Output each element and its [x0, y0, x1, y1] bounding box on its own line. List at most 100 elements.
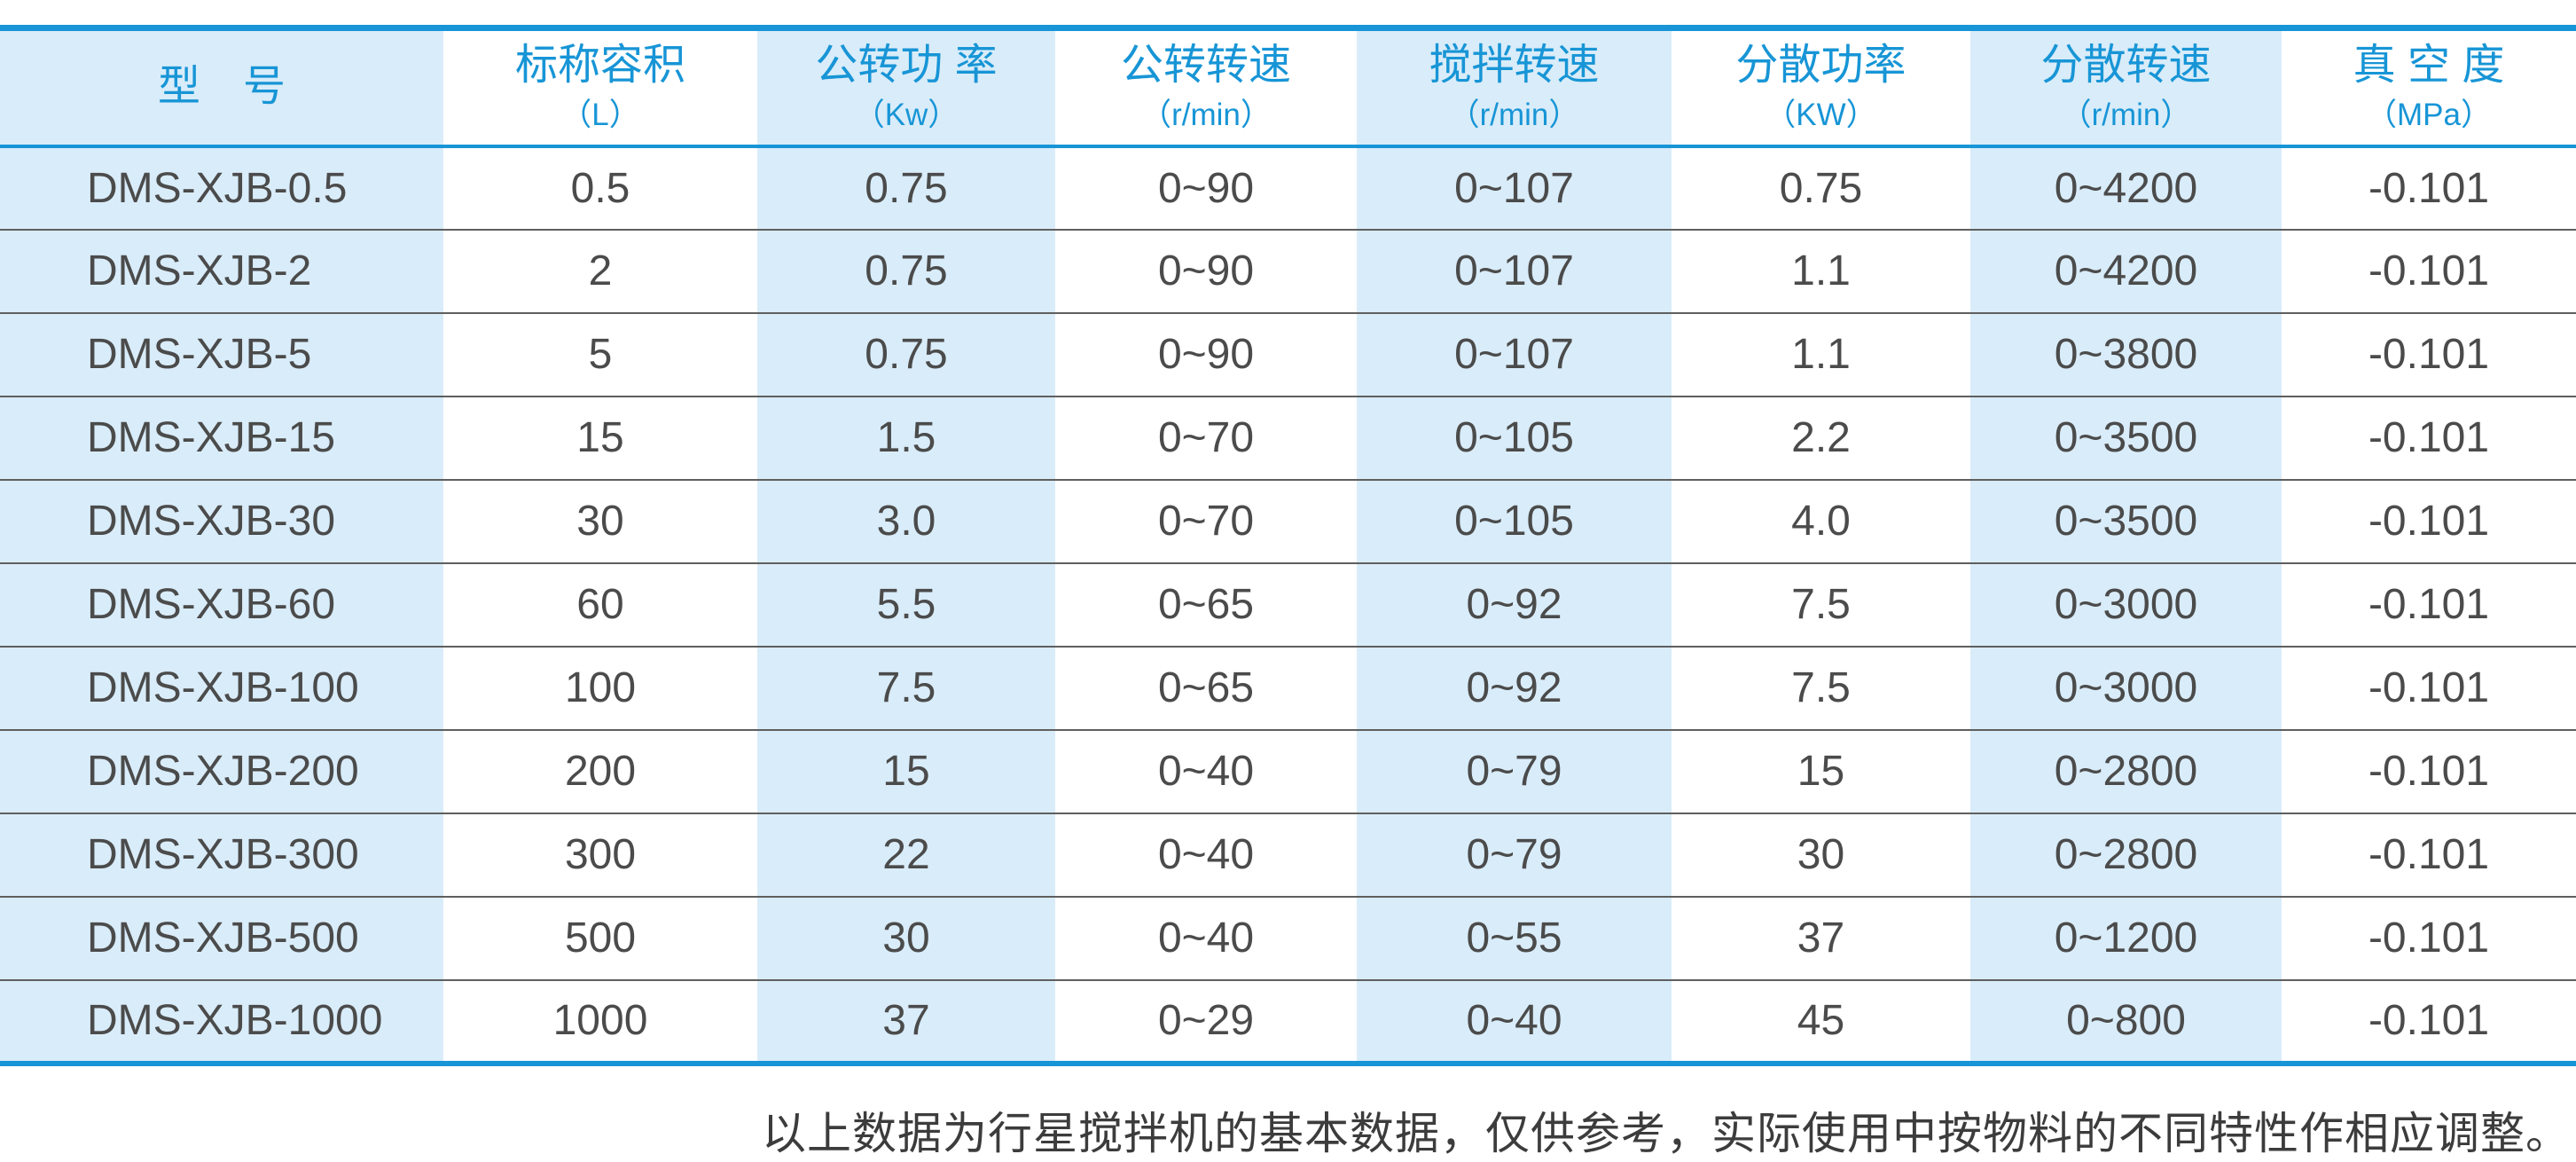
- table-cell: -0.101: [2282, 228, 2576, 313]
- table-cell: 22: [757, 812, 1055, 897]
- model-cell: DMS-XJB-300: [0, 812, 443, 897]
- table-row: DMS-XJB-0.5 0.5 0.75 0~90 0~107 0.75 0~4200 -0.…: [0, 145, 2576, 230]
- table-cell: 0~90: [1055, 311, 1357, 396]
- table-cell: 30: [443, 478, 757, 563]
- table-cell: 0~107: [1357, 311, 1672, 396]
- table-cell: -0.101: [2282, 395, 2576, 480]
- table-cell: 37: [1672, 895, 1970, 980]
- table-row: DMS-XJB-100 100 7.5 0~65 0~92 7.5 0~3000 -0.101: [0, 645, 2576, 730]
- table-row: DMS-XJB-5 5 0.75 0~90 0~107 1.1 0~3800 -0.101: [0, 311, 2576, 396]
- column-header-unit: （r/min）: [2060, 97, 2192, 132]
- table-cell: 0~92: [1357, 645, 1672, 730]
- table-cell: 0~3500: [1970, 478, 2282, 563]
- table-cell: 0~70: [1055, 395, 1357, 480]
- table-cell: 500: [443, 895, 757, 980]
- column-header-unit: （MPa）: [2366, 97, 2492, 132]
- model-cell: DMS-XJB-60: [0, 561, 443, 647]
- column-header: 公转功 率 （Kw）: [757, 27, 1055, 148]
- model-cell: DMS-XJB-30: [0, 478, 443, 563]
- table-cell: 0~40: [1055, 812, 1357, 897]
- column-header-unit: （r/min）: [1140, 97, 1272, 132]
- table-cell: 0~107: [1357, 145, 1672, 230]
- column-header: 公转转速 （r/min）: [1055, 27, 1357, 148]
- table-cell: -0.101: [2282, 812, 2576, 897]
- spec-table-body: DMS-XJB-0.5 0.5 0.75 0~90 0~107 0.75 0~4200 -0.…: [0, 145, 2576, 1064]
- table-cell: 1000: [443, 978, 757, 1064]
- table-cell: 0~800: [1970, 978, 2282, 1064]
- table-row: DMS-XJB-300 300 22 0~40 0~79 30 0~2800 -0.101: [0, 812, 2576, 897]
- table-cell: 100: [443, 645, 757, 730]
- table-cell: 15: [757, 728, 1055, 813]
- model-cell: DMS-XJB-0.5: [0, 145, 443, 230]
- table-cell: 45: [1672, 978, 1970, 1064]
- column-header-label: 真 空 度: [2353, 42, 2505, 90]
- table-cell: -0.101: [2282, 728, 2576, 813]
- table-cell: 0~105: [1357, 395, 1672, 480]
- table-cell: 0~65: [1055, 561, 1357, 647]
- column-header-unit: （L）: [560, 97, 640, 132]
- table-cell: 0~3000: [1970, 561, 2282, 647]
- model-cell: DMS-XJB-200: [0, 728, 443, 813]
- table-cell: 30: [757, 895, 1055, 980]
- table-cell: 15: [1672, 728, 1970, 813]
- column-header-label: 分散转速: [2040, 42, 2212, 90]
- table-cell: 0.75: [757, 145, 1055, 230]
- column-header: 型 号: [0, 27, 443, 148]
- model-cell: DMS-XJB-2: [0, 228, 443, 313]
- table-cell: 0~92: [1357, 561, 1672, 647]
- table-cell: -0.101: [2282, 478, 2576, 563]
- column-header-unit: （Kw）: [853, 97, 959, 132]
- table-row: DMS-XJB-200 200 15 0~40 0~79 15 0~2800 -0.101: [0, 728, 2576, 813]
- model-cell: DMS-XJB-5: [0, 311, 443, 396]
- table-cell: 5: [443, 311, 757, 396]
- model-cell: DMS-XJB-500: [0, 895, 443, 980]
- column-header-label: 公转转速: [1120, 42, 1291, 90]
- column-header-label: 分散功率: [1735, 42, 1907, 90]
- table-cell: 0~40: [1055, 728, 1357, 813]
- table-cell: 0~2800: [1970, 812, 2282, 897]
- table-cell: 5.5: [757, 561, 1055, 647]
- table-cell: 30: [1672, 812, 1970, 897]
- table-cell: 300: [443, 812, 757, 897]
- column-header-label: 公转功 率: [815, 42, 998, 90]
- table-cell: 0~79: [1357, 728, 1672, 813]
- table-cell: 0~4200: [1970, 228, 2282, 313]
- table-cell: 0.75: [1672, 145, 1970, 230]
- table-cell: 0~90: [1055, 228, 1357, 313]
- table-cell: 37: [757, 978, 1055, 1064]
- table-cell: -0.101: [2282, 895, 2576, 980]
- table-cell: 0~2800: [1970, 728, 2282, 813]
- table-cell: 2.2: [1672, 395, 1970, 480]
- table-cell: 0~79: [1357, 812, 1672, 897]
- spec-table-header: 型 号 标称容积 （L） 公转功 率 （Kw） 公转转速 （r/min） 搅拌转速 （r/min…: [0, 27, 2576, 148]
- table-row: DMS-XJB-15 15 1.5 0~70 0~105 2.2 0~3500 -0.101: [0, 395, 2576, 480]
- table-cell: 1.5: [757, 395, 1055, 480]
- table-cell: -0.101: [2282, 311, 2576, 396]
- table-row: DMS-XJB-1000 1000 37 0~29 0~40 45 0~800 -0.101: [0, 978, 2576, 1064]
- table-cell: -0.101: [2282, 145, 2576, 230]
- table-cell: -0.101: [2282, 978, 2576, 1064]
- column-header: 真 空 度 （MPa）: [2282, 27, 2576, 148]
- column-header-unit: （KW）: [1765, 97, 1877, 132]
- table-cell: 0~40: [1357, 978, 1672, 1064]
- table-cell: 0~107: [1357, 228, 1672, 313]
- table-cell: 0~1200: [1970, 895, 2282, 980]
- column-header: 分散功率 （KW）: [1672, 27, 1970, 148]
- table-cell: 0.75: [757, 228, 1055, 313]
- table-cell: 3.0: [757, 478, 1055, 563]
- header-row: 型 号 标称容积 （L） 公转功 率 （Kw） 公转转速 （r/min） 搅拌转速 （r/min…: [0, 27, 2576, 148]
- model-cell: DMS-XJB-100: [0, 645, 443, 730]
- table-cell: 0~29: [1055, 978, 1357, 1064]
- spec-table: 型 号 标称容积 （L） 公转功 率 （Kw） 公转转速 （r/min） 搅拌转速 （r/min…: [0, 25, 2576, 1066]
- column-header: 标称容积 （L）: [443, 27, 757, 148]
- column-header-label: 搅拌转速: [1429, 42, 1600, 90]
- table-cell: 0~105: [1357, 478, 1672, 563]
- table-cell: 0~70: [1055, 478, 1357, 563]
- table-cell: 0.75: [757, 311, 1055, 396]
- model-cell: DMS-XJB-1000: [0, 978, 443, 1064]
- table-row: DMS-XJB-2 2 0.75 0~90 0~107 1.1 0~4200 -0.101: [0, 228, 2576, 313]
- table-cell: 15: [443, 395, 757, 480]
- table-cell: 0~65: [1055, 645, 1357, 730]
- table-cell: 0~3000: [1970, 645, 2282, 730]
